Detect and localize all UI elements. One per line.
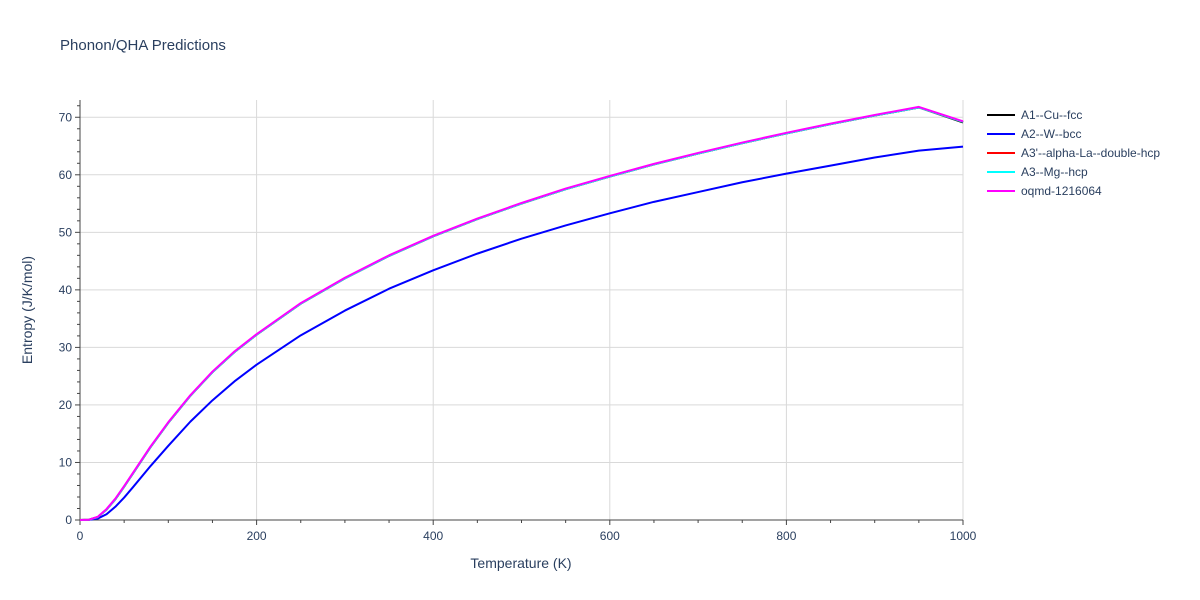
x-axis-title: Temperature (K): [470, 555, 571, 571]
legend-label: A3--Mg--hcp: [1021, 165, 1088, 179]
legend-item[interactable]: oqmd-1216064: [987, 184, 1102, 198]
x-tick-label: 400: [423, 529, 443, 543]
x-tick-label: 800: [776, 529, 796, 543]
y-tick-label: 50: [59, 225, 73, 239]
legend-label: A1--Cu--fcc: [1021, 108, 1082, 122]
y-tick-label: 70: [59, 110, 73, 124]
legend[interactable]: A1--Cu--fcc A2--W--bcc A3'--alpha-La--doub…: [987, 108, 1160, 198]
y-axis-title: Entropy (J/K/mol): [19, 256, 35, 364]
legend-label: oqmd-1216064: [1021, 184, 1102, 198]
legend-label: A3'--alpha-La--double-hcp: [1021, 146, 1160, 160]
series-line-a1-cu-fcc: [79, 106, 964, 521]
y-tick-label: 30: [59, 340, 73, 354]
legend-item[interactable]: A3'--alpha-La--double-hcp: [987, 146, 1160, 160]
series-line-a3-alpha-la-double-hcp: [79, 106, 964, 521]
x-tick-label: 0: [77, 529, 84, 543]
axes: 0 200 400 600 800 1000 0 10 20 30 40 50 60 70: [59, 100, 977, 543]
x-tick-label: 1000: [950, 529, 977, 543]
legend-item[interactable]: A2--W--bcc: [987, 127, 1081, 141]
y-tick-label: 60: [59, 168, 73, 182]
y-tick-label: 0: [65, 513, 72, 527]
legend-item[interactable]: A3--Mg--hcp: [987, 165, 1088, 179]
x-tick-label: 200: [247, 529, 267, 543]
y-tick-label: 20: [59, 398, 73, 412]
series-line-a2-w-bcc: [79, 145, 964, 521]
grid: [80, 100, 964, 520]
chart-title: Phonon/QHA Predictions: [60, 37, 226, 54]
series-lines: [79, 105, 964, 521]
series-line-a3-mg-hcp: [79, 106, 964, 521]
series-line-oqmd-1216064: [79, 105, 964, 521]
x-tick-label: 600: [600, 529, 620, 543]
legend-label: A2--W--bcc: [1021, 127, 1081, 141]
y-tick-label: 40: [59, 283, 73, 297]
y-tick-label: 10: [59, 455, 73, 469]
legend-item[interactable]: A1--Cu--fcc: [987, 108, 1082, 122]
